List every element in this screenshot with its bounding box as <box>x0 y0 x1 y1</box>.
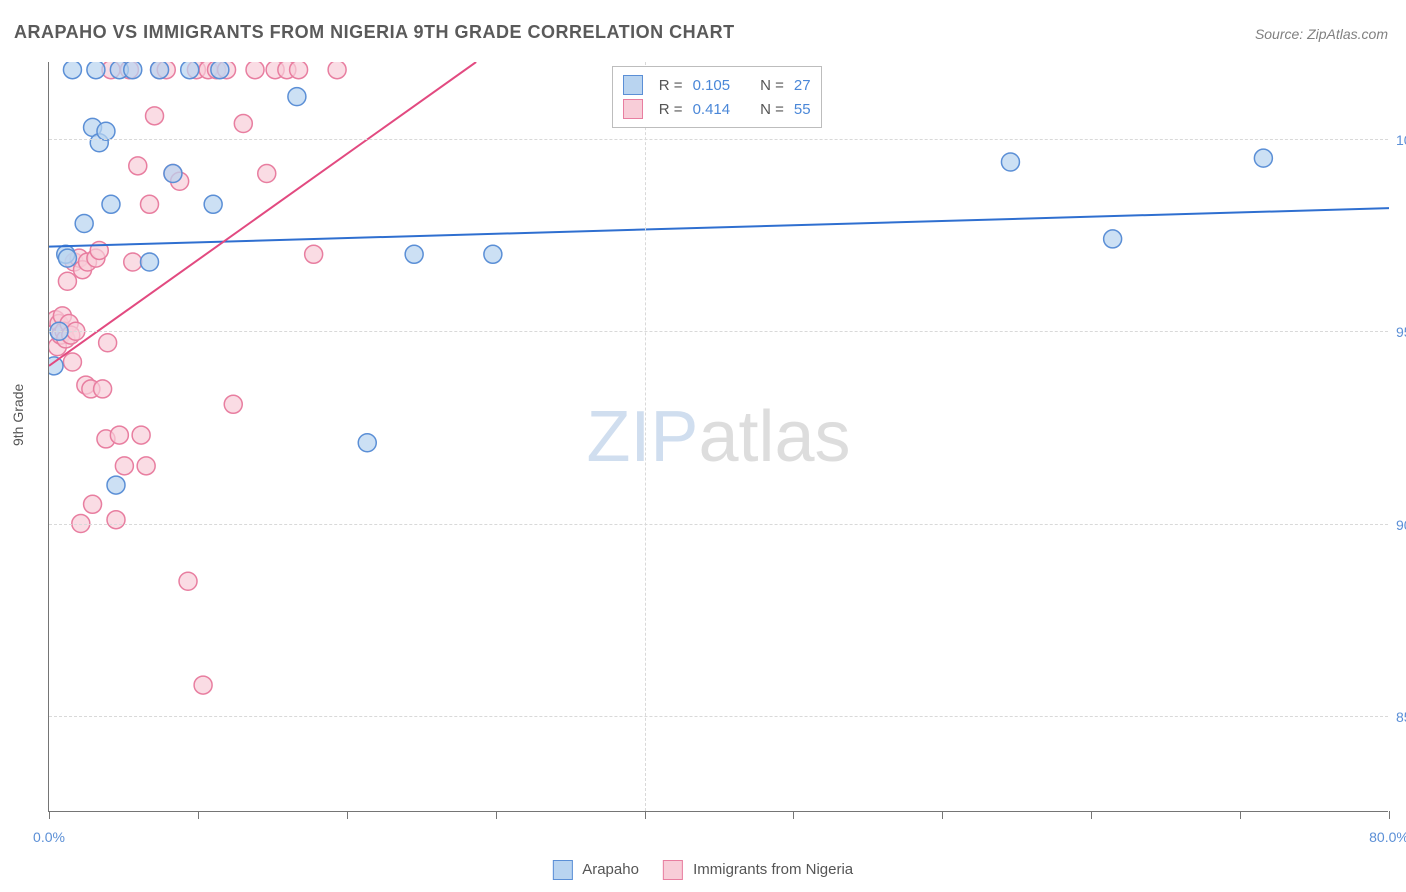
data-point <box>124 253 142 271</box>
data-point <box>305 245 323 263</box>
data-point <box>288 88 306 106</box>
n-label: N = <box>760 101 784 118</box>
data-point <box>179 572 197 590</box>
data-point <box>75 215 93 233</box>
data-point <box>63 61 81 79</box>
data-point <box>84 495 102 513</box>
n-label: N = <box>760 77 784 94</box>
chart-title: ARAPAHO VS IMMIGRANTS FROM NIGERIA 9TH G… <box>14 22 735 43</box>
x-tick-label: 0.0% <box>33 829 65 845</box>
swatch-arapaho <box>553 860 573 880</box>
bottom-legend: Arapaho Immigrants from Nigeria <box>553 860 853 880</box>
x-tick <box>1389 811 1390 819</box>
x-tick <box>645 811 646 819</box>
data-point <box>129 157 147 175</box>
y-tick-label: 95.0% <box>1396 324 1406 340</box>
gridline-y: 85.0% <box>49 716 1388 717</box>
data-point <box>115 457 133 475</box>
data-point <box>405 245 423 263</box>
data-point <box>137 457 155 475</box>
data-point <box>107 476 125 494</box>
source-label: Source: ZipAtlas.com <box>1255 26 1388 42</box>
data-point <box>194 676 212 694</box>
data-point <box>102 195 120 213</box>
x-tick <box>942 811 943 819</box>
data-point <box>234 115 252 133</box>
gridline-y: 90.0% <box>49 524 1388 525</box>
data-point <box>1254 149 1272 167</box>
inner-legend-swatch <box>623 99 643 119</box>
data-point <box>204 195 222 213</box>
data-point <box>224 395 242 413</box>
swatch-nigeria <box>663 860 683 880</box>
inner-legend-row: R = 0.414 N = 55 <box>623 97 811 121</box>
x-tick <box>1240 811 1241 819</box>
data-point <box>132 426 150 444</box>
inner-legend-swatch <box>623 75 643 95</box>
gridline-y: 95.0% <box>49 331 1388 332</box>
x-tick <box>496 811 497 819</box>
data-point <box>246 61 264 79</box>
data-point <box>97 122 115 140</box>
data-point <box>181 61 199 79</box>
data-point <box>290 61 308 79</box>
inner-legend: R = 0.105 N = 27 R = 0.414 N = 55 <box>612 66 822 128</box>
trend-line <box>49 208 1389 246</box>
r-label: R = <box>659 77 683 94</box>
trend-line <box>49 62 476 366</box>
data-point <box>63 353 81 371</box>
data-point <box>164 165 182 183</box>
data-point <box>45 357 63 375</box>
data-point <box>87 61 105 79</box>
y-tick-label: 85.0% <box>1396 709 1406 725</box>
data-point <box>141 195 159 213</box>
data-point <box>141 253 159 271</box>
y-axis-label: 9th Grade <box>10 384 26 446</box>
r-value: 0.105 <box>693 77 731 94</box>
legend-item-nigeria: Immigrants from Nigeria <box>663 860 853 880</box>
data-point <box>151 61 169 79</box>
legend-label-arapaho: Arapaho <box>582 861 639 878</box>
gridline-x <box>645 62 646 811</box>
legend-item-arapaho: Arapaho <box>553 860 639 880</box>
data-point <box>484 245 502 263</box>
x-tick <box>347 811 348 819</box>
data-point <box>1001 153 1019 171</box>
data-point <box>328 61 346 79</box>
data-point <box>58 249 76 267</box>
inner-legend-row: R = 0.105 N = 27 <box>623 73 811 97</box>
r-label: R = <box>659 101 683 118</box>
x-tick <box>49 811 50 819</box>
data-point <box>146 107 164 125</box>
data-point <box>258 165 276 183</box>
x-tick <box>198 811 199 819</box>
data-point <box>124 61 142 79</box>
chart-svg <box>49 62 1388 811</box>
gridline-y: 100.0% <box>49 139 1388 140</box>
x-tick <box>1091 811 1092 819</box>
data-point <box>107 511 125 529</box>
data-point <box>99 334 117 352</box>
n-value: 55 <box>794 101 811 118</box>
y-tick-label: 100.0% <box>1396 132 1406 148</box>
legend-label-nigeria: Immigrants from Nigeria <box>693 861 853 878</box>
chart-container: ARAPAHO VS IMMIGRANTS FROM NIGERIA 9TH G… <box>0 0 1406 892</box>
r-value: 0.414 <box>693 101 731 118</box>
data-point <box>94 380 112 398</box>
data-point <box>58 272 76 290</box>
data-point <box>358 434 376 452</box>
y-tick-label: 90.0% <box>1396 517 1406 533</box>
n-value: 27 <box>794 77 811 94</box>
data-point <box>211 61 229 79</box>
data-point <box>110 426 128 444</box>
x-tick <box>793 811 794 819</box>
x-tick-label: 80.0% <box>1369 829 1406 845</box>
plot-area: ZIPatlas 85.0%90.0%95.0%100.0%0.0%80.0%R… <box>48 62 1388 812</box>
data-point <box>1104 230 1122 248</box>
